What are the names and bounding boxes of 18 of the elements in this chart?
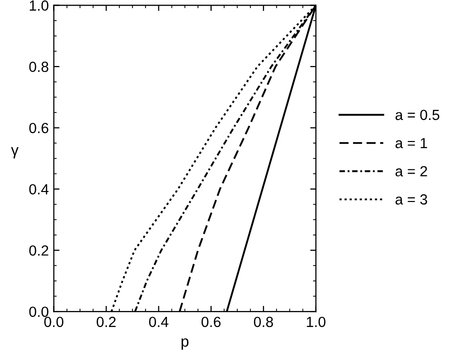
x-tick-label: 0.0 (44, 316, 64, 328)
legend-label: a = 2 (396, 166, 428, 176)
y-tick-label: 0.4 (29, 184, 49, 194)
y-tick-label: 0.0 (29, 306, 48, 317)
legend-label: a = 1 (396, 138, 428, 148)
legend-label: a = 0.5 (396, 110, 440, 120)
y-axis-title: γ (11, 147, 19, 158)
y-tick-label: 0.8 (29, 62, 48, 72)
x-axis-title: p (182, 338, 188, 350)
x-tick-label: 0.8 (254, 316, 273, 328)
legend-label: a = 3 (396, 194, 428, 205)
x-tick-label: 0.2 (96, 316, 116, 328)
y-tick-label: 0.6 (29, 122, 48, 134)
x-tick-label: 1.0 (306, 316, 326, 328)
x-tick-label: 0.6 (202, 316, 221, 328)
y-tick-label: 0.2 (29, 245, 48, 256)
x-tick-label: 0.4 (149, 316, 168, 328)
y-tick-label: 1.0 (30, 0, 48, 11)
